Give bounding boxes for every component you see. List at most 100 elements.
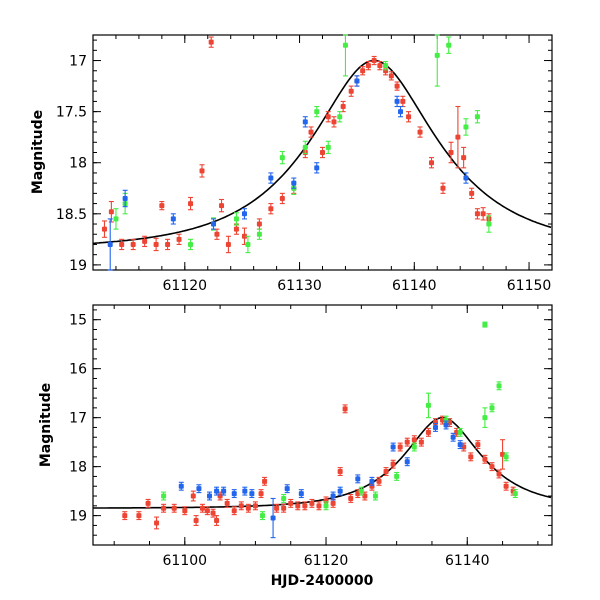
bottom-red-data-point [281,503,287,513]
marker [330,500,336,506]
marker [331,119,337,125]
top-blue-data-point [398,105,404,118]
top-red-data-point [320,146,325,159]
bottom-red-data-point [348,494,354,503]
marker [210,221,216,227]
marker [204,508,210,514]
bottom-red-data-point [224,498,230,508]
bottom-green-data-point [482,407,488,428]
marker [161,493,167,499]
marker [233,226,239,232]
marker [259,513,265,519]
bottom-red-data-point [330,498,336,508]
marker [383,469,389,475]
bottom-blue-data-point [432,422,438,432]
marker [302,144,308,150]
bottom-red-data-point [161,503,167,513]
bottom-green-data-point [489,403,495,413]
marker [101,226,107,232]
bottom-model-curve [93,416,552,509]
marker [354,78,360,84]
marker [224,500,230,506]
top-red-data-point [256,218,262,230]
bottom-red-data-point [214,515,220,526]
top-data-points [101,34,492,271]
marker [108,209,114,215]
marker [225,241,231,247]
marker [398,109,404,115]
bottom-x-tick-label: 61100 [163,553,208,569]
marker [411,437,417,443]
top-x-tick-label: 61120 [163,278,208,294]
marker [309,500,315,506]
marker [122,513,128,519]
top-green-data-point [474,110,480,124]
marker [165,241,171,247]
top-red-data-point [348,85,354,97]
marker [461,155,467,161]
bottom-red-data-point [252,501,258,511]
marker [337,488,343,494]
top-red-data-point [176,233,182,246]
bottom-green-data-point [482,321,488,328]
top-red-data-point [331,116,337,128]
marker [446,42,452,48]
bottom-red-data-point [274,503,280,513]
top-red-data-point [208,36,214,48]
top-red-data-point [360,66,366,76]
bottom-red-data-point [262,476,268,486]
top-blue-data-point [210,218,216,230]
marker [142,238,148,244]
bottom-blue-data-point [249,489,255,499]
marker [369,478,375,484]
marker [474,211,480,217]
bottom-red-data-point [397,442,403,452]
bottom-blue-data-point [178,481,184,491]
bottom-red-data-point [489,462,495,472]
top-red-data-point [153,237,159,252]
bottom-x-tick-label: 61140 [445,553,490,569]
top-red-data-point [340,100,346,113]
marker [159,203,165,209]
marker [314,109,320,115]
top-blue-data-point [394,95,400,108]
marker [383,63,389,69]
marker [429,160,435,166]
marker [113,216,119,222]
marker [176,236,182,242]
marker [291,180,297,186]
marker [288,500,294,506]
bottom-red-data-point [342,404,348,414]
top-red-data-point [268,203,274,215]
marker [171,505,177,511]
top-green-data-point [233,212,239,226]
marker [242,488,248,494]
bottom-red-data-point [199,503,205,513]
marker [360,68,366,74]
top-blue-data-point [302,116,308,128]
bottom-data-points [122,321,518,539]
bottom-green-data-point [512,489,518,499]
marker [199,168,205,174]
marker [193,518,199,524]
marker [337,114,343,120]
bottom-panel: 61100 61120 61140 15 16 17 18 19 Magnitude HJD-… [38,304,553,589]
top-x-tick-label: 61140 [392,278,437,294]
marker [358,488,364,494]
top-model-curve [92,59,552,245]
marker [388,73,394,79]
bottom-axis-ticks: 61100 61120 61140 15 16 17 18 19 [69,305,552,569]
top-red-data-point [101,220,107,238]
marker [281,495,287,501]
marker [199,505,205,511]
marker [482,456,488,462]
marker [153,241,159,247]
bottom-red-data-point [390,459,396,469]
top-green-data-point [342,34,348,77]
bottom-green-data-point [411,442,417,452]
bottom-y-tick-label: 17 [69,411,87,427]
bottom-x-axis-label: HJD-2400000 [271,573,374,589]
bottom-x-tick-label: 61120 [304,553,349,569]
marker [376,478,382,484]
marker [482,322,488,328]
